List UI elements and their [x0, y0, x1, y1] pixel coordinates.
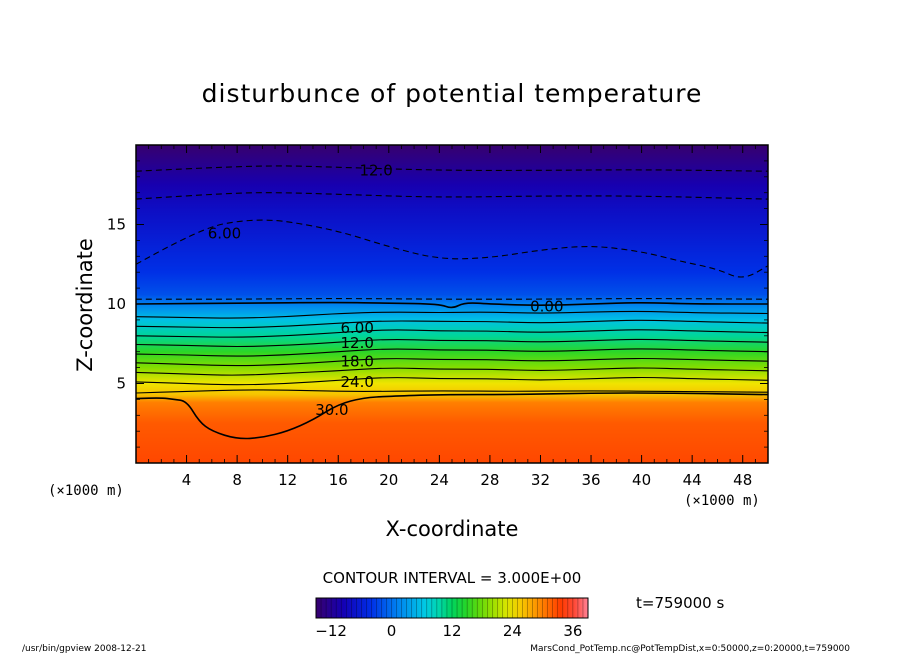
- x-axis-label: X-coordinate: [386, 517, 519, 541]
- contour-line-neg9: [136, 192, 768, 200]
- contour-label: 6.00: [208, 224, 241, 242]
- contour-label: 12.0: [340, 334, 373, 352]
- contour-label: 18.0: [340, 352, 373, 370]
- y-tick-label: 5: [116, 375, 126, 393]
- contour-label: 12.0: [359, 162, 392, 180]
- x-unit-left: (×1000 m): [48, 483, 124, 499]
- contour-label: 0.00: [530, 298, 563, 316]
- contour-lines: [136, 165, 768, 440]
- y-tick-label: 10: [107, 295, 126, 313]
- x-tick-label: 24: [430, 471, 449, 489]
- contour-line-12: [136, 338, 768, 348]
- x-tick-label: 32: [531, 471, 550, 489]
- contour-line-neg6: [136, 219, 768, 278]
- x-tick-label: 8: [232, 471, 242, 489]
- contour-label: 24.0: [340, 373, 373, 391]
- contour-label: 30.0: [315, 401, 348, 419]
- footer-left: /usr/bin/gpview 2008-12-21: [22, 644, 146, 654]
- contour-line-24: [136, 376, 768, 386]
- contour-line-6: [136, 319, 768, 329]
- x-axis-ticks: 4 8 12 16 20 24 28 32 36 40 44 48: [148, 145, 756, 489]
- footer-right: MarsCond_PotTemp.nc@PotTempDist,x=0:5000…: [530, 644, 850, 654]
- contour-line-0: [136, 301, 768, 309]
- x-tick-label: 40: [632, 471, 651, 489]
- temperature-field: [136, 145, 768, 463]
- contour-line-neg3: [136, 298, 768, 300]
- contour-line-18: [136, 357, 768, 367]
- contour-line-30: [136, 392, 768, 440]
- y-tick-label: 15: [107, 216, 126, 234]
- colorbar-tick-label: 36: [563, 622, 582, 640]
- contour-interval: CONTOUR INTERVAL = 3.000E+00: [323, 569, 582, 587]
- colorbar-ticks: −12 0 12 24 36: [315, 622, 582, 640]
- x-unit-right: (×1000 m): [684, 493, 760, 509]
- x-tick-label: 44: [683, 471, 702, 489]
- contour-line-3: [136, 310, 768, 319]
- colorbar-tick-label: 24: [503, 622, 522, 640]
- contour-line-9: [136, 329, 768, 338]
- x-tick-label: 28: [480, 471, 499, 489]
- y-axis-label: Z-coordinate: [73, 238, 97, 372]
- x-tick-label: 20: [379, 471, 398, 489]
- contour-line-27: [136, 389, 768, 394]
- colorbar-tick-label: 0: [387, 622, 397, 640]
- x-tick-label: 4: [182, 471, 192, 489]
- colorbar-stripes: [315, 598, 589, 618]
- contour-label: 6.00: [340, 319, 373, 337]
- contour-line-21: [136, 367, 768, 376]
- x-tick-label: 48: [733, 471, 752, 489]
- x-tick-label: 36: [581, 471, 600, 489]
- colorbar-tick-label: −12: [315, 622, 347, 640]
- x-tick-label: 12: [278, 471, 297, 489]
- chart-title: disturbunce of potential temperature: [202, 79, 703, 108]
- time-label: t=759000 s: [636, 594, 724, 612]
- x-tick-label: 16: [329, 471, 348, 489]
- contour-line-15: [136, 348, 768, 357]
- colorbar-tick-label: 12: [442, 622, 461, 640]
- contour-line-neg12: [136, 165, 768, 172]
- y-axis-ticks: 5 10 15: [107, 160, 768, 448]
